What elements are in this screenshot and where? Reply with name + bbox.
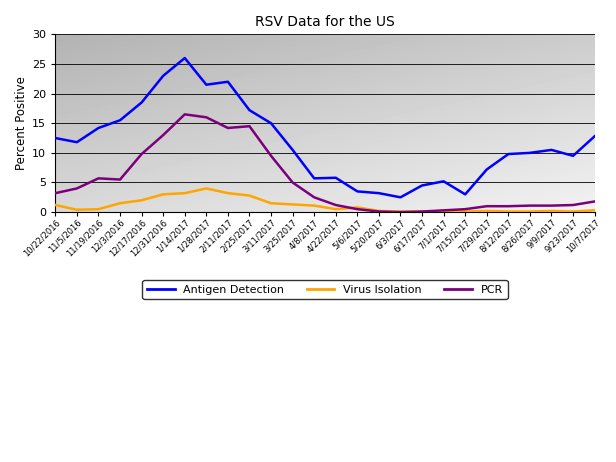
Y-axis label: Percent Positive: Percent Positive xyxy=(15,76,28,170)
Legend: Antigen Detection, Virus Isolation, PCR: Antigen Detection, Virus Isolation, PCR xyxy=(142,280,508,299)
Title: RSV Data for the US: RSV Data for the US xyxy=(255,15,395,29)
